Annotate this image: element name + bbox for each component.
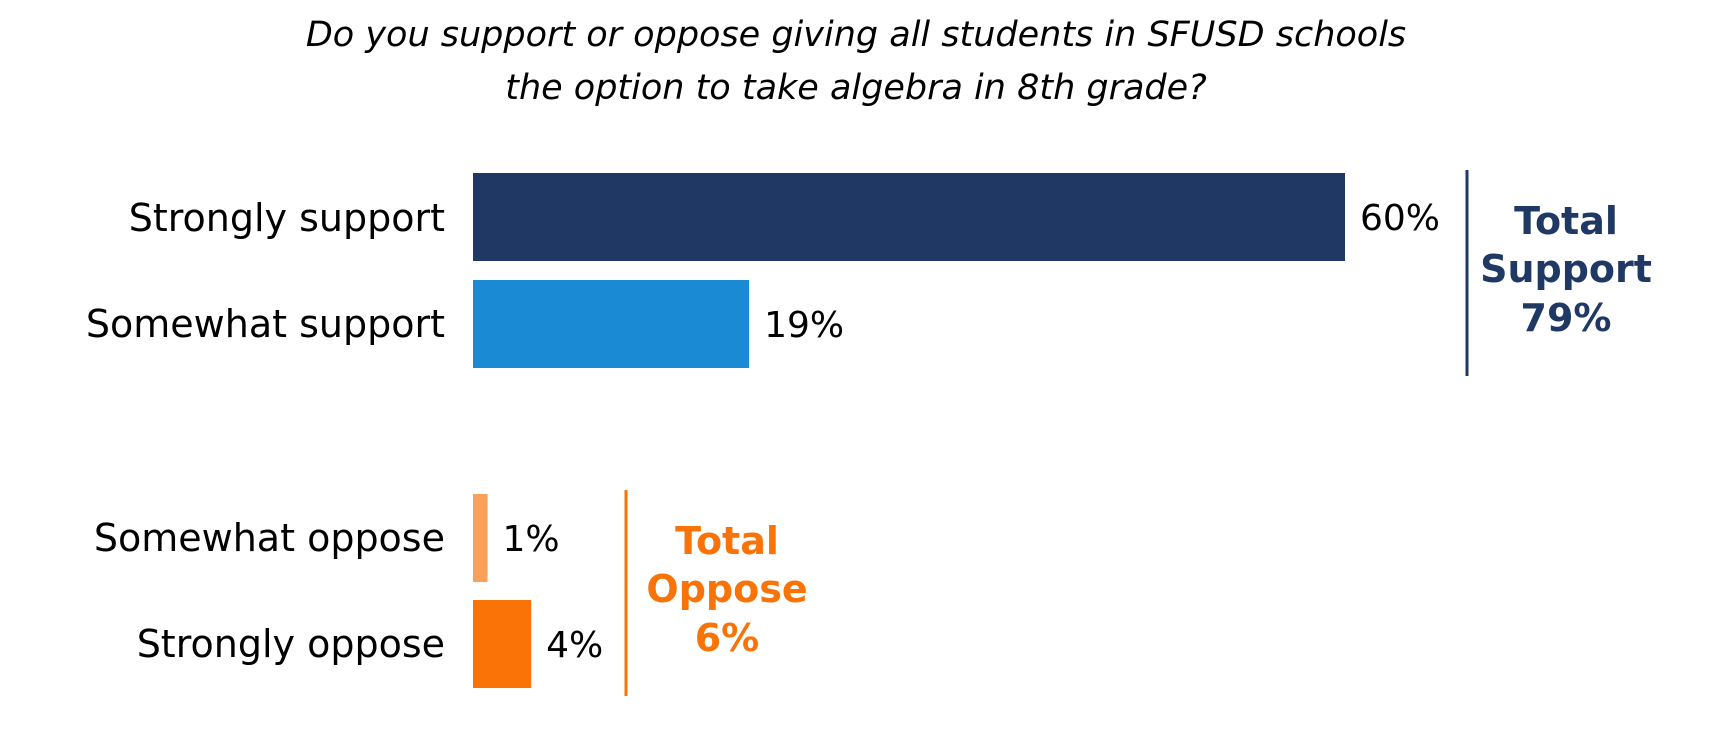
total-support-line-1: Total	[1514, 199, 1618, 243]
total-oppose-value: 6%	[695, 616, 760, 660]
chart-title-line-1: Do you support or oppose giving all stud…	[306, 15, 1406, 55]
category-label-somewhat-support: Somewhat support	[86, 302, 445, 346]
chart-title-line-2: the option to take algebra in 8th grade?	[505, 68, 1207, 108]
value-label-somewhat-oppose: 1%	[503, 519, 560, 560]
bar-somewhat-support	[473, 280, 750, 368]
category-label-somewhat-oppose: Somewhat oppose	[94, 516, 445, 560]
value-label-strongly-support: 60%	[1360, 198, 1440, 239]
category-label-strongly-support: Strongly support	[129, 196, 445, 240]
total-oppose-line-2: Oppose	[646, 567, 807, 611]
total-oppose-group: Total Oppose 6%	[624, 490, 808, 696]
value-labels: 60% 19% 1% 4%	[503, 198, 1440, 666]
bar-strongly-oppose	[473, 600, 532, 688]
total-support-line-2: Support	[1480, 247, 1652, 291]
total-oppose-line-1: Total	[675, 519, 779, 563]
bar-somewhat-oppose	[473, 494, 488, 582]
category-label-strongly-oppose: Strongly oppose	[137, 622, 445, 666]
category-labels: Strongly support Somewhat support Somewh…	[86, 196, 445, 666]
bar-strongly-support	[473, 173, 1345, 261]
total-support-value: 79%	[1521, 296, 1612, 340]
total-support-group: Total Support 79%	[1465, 170, 1652, 376]
chart-title: Do you support or oppose giving all stud…	[306, 15, 1406, 108]
bars	[473, 173, 1345, 688]
value-label-somewhat-support: 19%	[764, 305, 844, 346]
value-label-strongly-oppose: 4%	[546, 625, 603, 666]
